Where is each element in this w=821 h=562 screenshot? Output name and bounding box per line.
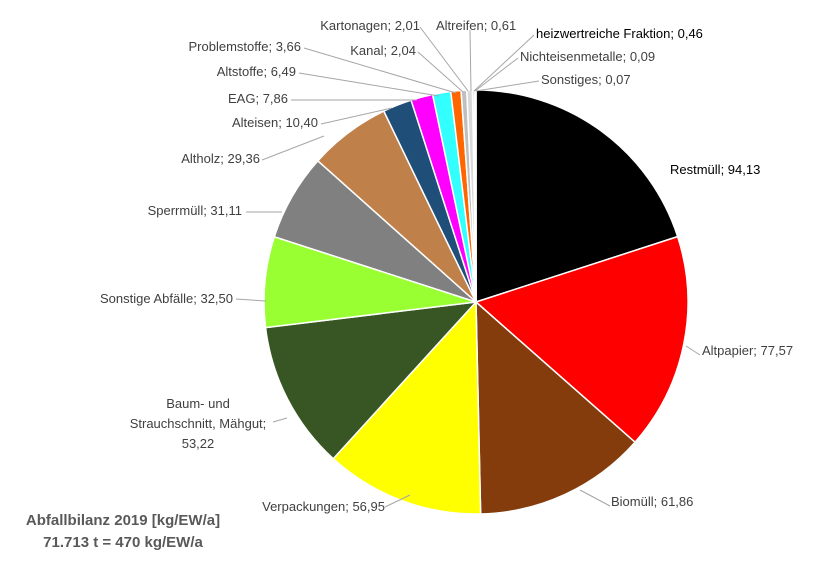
data-label: Baum- und Strauchschnitt, Mähgut; 53,22 (130, 396, 267, 451)
data-label: Restmüll; 94,13 (670, 162, 760, 177)
data-label: Nichteisenmetalle; 0,09 (520, 49, 655, 64)
leader-line (579, 489, 611, 507)
leader-line (261, 135, 325, 161)
pie-slice (475, 300, 637, 515)
leader-line (303, 47, 457, 94)
leader-line (272, 417, 288, 423)
caption-line-1: Abfallbilanz 2019 [kg/EW/a] (25, 512, 221, 529)
leader-line (469, 29, 472, 92)
leader-line (384, 494, 411, 508)
pie-slice (475, 89, 679, 304)
data-label: Verpackungen; 56,95 (262, 499, 385, 514)
leader-line (475, 80, 540, 92)
leader-line (685, 345, 701, 356)
data-label: EAG; 7,86 (228, 91, 288, 106)
data-label: Altstoffe; 6,49 (217, 64, 296, 79)
data-label: Sonstige Abfälle; 32,50 (100, 291, 233, 306)
data-label: Kanal; 2,04 (350, 43, 416, 58)
data-label: Altreifen; 0,61 (436, 18, 516, 33)
pie-slice (264, 301, 478, 460)
leader-line (235, 298, 267, 302)
data-label: Problemstoffe; 3,66 (189, 39, 302, 54)
caption-line-2: 71.713 t = 470 kg/EW/a (43, 534, 203, 551)
data-label: Altpapier; 77,57 (702, 343, 793, 358)
leader-line (474, 57, 519, 92)
pie-slice (332, 300, 482, 515)
data-label: Altholz; 29,36 (181, 151, 260, 166)
pie-slice (474, 235, 689, 444)
data-label: Sonstiges; 0,07 (541, 72, 631, 87)
leader-line (320, 107, 393, 125)
data-label: heizwertreiche Fraktion; 0,46 (536, 26, 703, 41)
data-label: Kartonagen; 2,01 (320, 18, 420, 33)
leader-line (419, 26, 469, 92)
leader-line (417, 51, 464, 93)
data-label: Sperrmüll; 31,11 (148, 203, 242, 218)
data-label: Alteisen; 10,40 (232, 115, 318, 130)
data-label: Biomüll; 61,86 (611, 494, 693, 509)
chart-caption: Abfallbilanz 2019 [kg/EW/a] 71.713 t = 4… (8, 510, 238, 554)
leader-line (473, 34, 535, 92)
leader-line (298, 72, 440, 97)
